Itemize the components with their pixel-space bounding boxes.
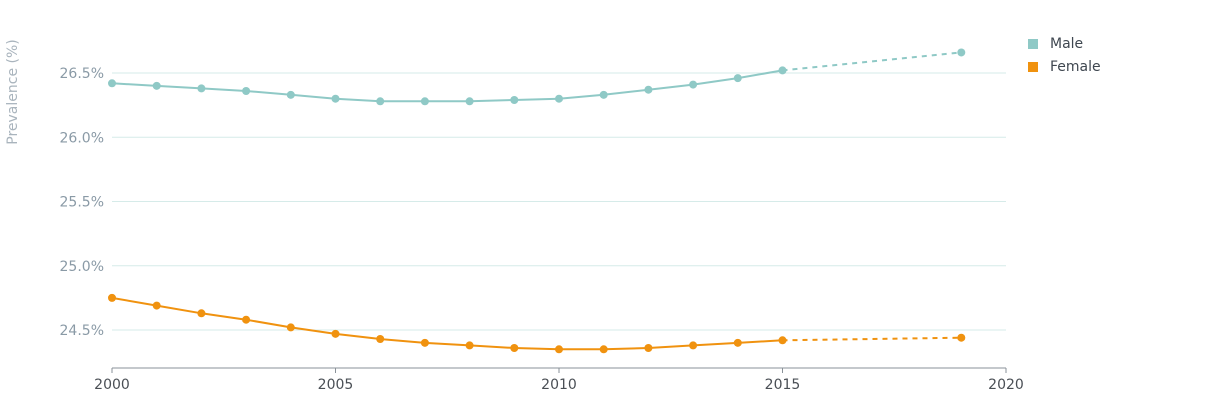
data-point-male[interactable] xyxy=(331,94,340,103)
series-projection-male xyxy=(782,51,962,72)
data-point-male[interactable] xyxy=(465,97,474,106)
data-point-female[interactable] xyxy=(733,338,742,347)
data-point-male[interactable] xyxy=(242,86,251,95)
x-axis-ticks: 2000 2005 2010 2015 2020 xyxy=(94,368,1024,393)
y-tick-label: 26.5% xyxy=(60,66,104,82)
x-tick-label: 2000 xyxy=(94,377,130,393)
legend-swatch-female xyxy=(1028,61,1038,72)
data-point-male[interactable] xyxy=(555,94,563,103)
data-point-male[interactable] xyxy=(376,97,385,106)
y-tick-label: 24.5% xyxy=(60,323,104,339)
data-point-female[interactable] xyxy=(778,336,787,345)
data-point-female[interactable] xyxy=(510,343,519,352)
series-line-female xyxy=(111,296,783,351)
grid-lines xyxy=(112,72,1006,331)
x-tick-label: 2010 xyxy=(541,377,577,393)
x-tick-label: 2015 xyxy=(765,377,801,393)
data-point-female[interactable] xyxy=(420,338,429,347)
data-point-female[interactable] xyxy=(689,341,698,350)
y-tick-label: 26.0% xyxy=(60,130,104,146)
x-tick-label: 2005 xyxy=(318,377,354,393)
data-point-male[interactable] xyxy=(197,84,206,93)
data-point-female[interactable] xyxy=(555,345,563,354)
y-tick-label: 25.5% xyxy=(60,195,104,211)
data-point-male[interactable] xyxy=(689,80,698,89)
data-point-male[interactable] xyxy=(108,79,116,88)
data-point-female[interactable] xyxy=(644,343,653,352)
data-point-male[interactable] xyxy=(510,95,519,104)
series-line-male xyxy=(111,69,783,103)
series-projection-female xyxy=(782,336,962,342)
data-point-male[interactable] xyxy=(152,81,161,90)
legend: Male Female xyxy=(1028,32,1101,78)
series-group xyxy=(108,48,966,354)
y-tick-label: 25.0% xyxy=(60,259,104,275)
legend-item-male[interactable]: Male xyxy=(1028,32,1101,55)
legend-swatch-male xyxy=(1028,38,1038,49)
data-point-female[interactable] xyxy=(465,341,474,350)
data-point-male[interactable] xyxy=(733,74,742,83)
data-point-female[interactable] xyxy=(331,329,340,338)
data-point-male[interactable] xyxy=(778,66,787,75)
data-point-female[interactable] xyxy=(286,323,295,332)
data-point-male[interactable] xyxy=(286,90,295,99)
legend-item-female[interactable]: Female xyxy=(1028,55,1101,78)
data-point-female[interactable] xyxy=(197,309,206,318)
data-point-female[interactable] xyxy=(152,301,161,310)
y-axis-ticks: 24.5% 25.0% 25.5% 26.0% 26.5% xyxy=(60,66,104,339)
y-axis-label: Prevalence (%) xyxy=(5,39,21,145)
legend-label-female: Female xyxy=(1050,58,1101,75)
legend-label-male: Male xyxy=(1050,35,1084,52)
projection-point-female[interactable] xyxy=(957,333,966,342)
data-point-female[interactable] xyxy=(599,345,608,354)
x-tick-label: 2020 xyxy=(988,377,1024,393)
data-point-female[interactable] xyxy=(376,334,385,343)
data-point-male[interactable] xyxy=(644,85,653,94)
data-point-female[interactable] xyxy=(108,293,116,302)
data-point-female[interactable] xyxy=(242,315,251,324)
projection-point-male[interactable] xyxy=(957,48,966,57)
data-point-male[interactable] xyxy=(420,97,429,106)
data-point-male[interactable] xyxy=(599,90,608,99)
